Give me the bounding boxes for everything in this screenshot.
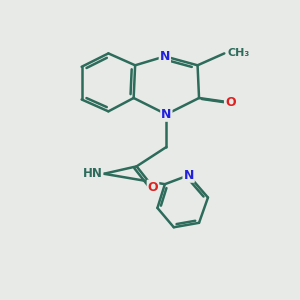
Text: N: N: [161, 108, 172, 121]
Text: O: O: [225, 96, 236, 109]
Text: O: O: [148, 181, 158, 194]
Text: CH₃: CH₃: [227, 48, 250, 59]
Text: N: N: [160, 50, 170, 63]
Text: N: N: [184, 169, 194, 182]
Text: HN: HN: [82, 167, 102, 180]
